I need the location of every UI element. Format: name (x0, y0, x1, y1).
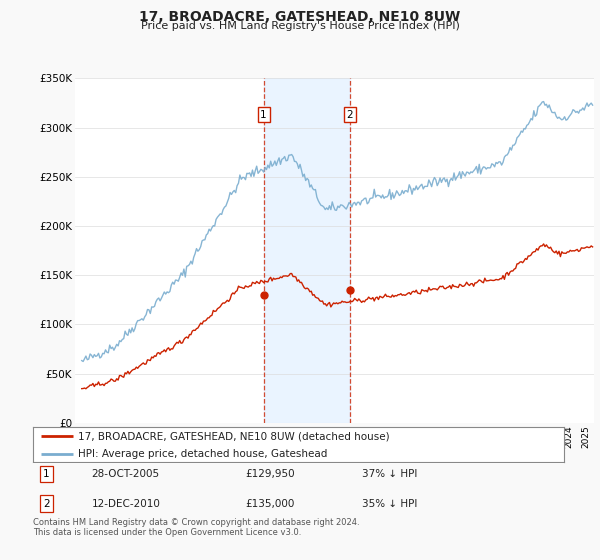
Text: Price paid vs. HM Land Registry's House Price Index (HPI): Price paid vs. HM Land Registry's House … (140, 21, 460, 31)
Text: 37% ↓ HPI: 37% ↓ HPI (362, 469, 418, 479)
Text: 1: 1 (43, 469, 50, 479)
Text: 17, BROADACRE, GATESHEAD, NE10 8UW: 17, BROADACRE, GATESHEAD, NE10 8UW (139, 10, 461, 24)
Text: £135,000: £135,000 (245, 498, 295, 508)
Text: 1: 1 (260, 110, 267, 120)
Text: 35% ↓ HPI: 35% ↓ HPI (362, 498, 418, 508)
Text: 17, BROADACRE, GATESHEAD, NE10 8UW (detached house): 17, BROADACRE, GATESHEAD, NE10 8UW (deta… (78, 431, 390, 441)
Text: £129,950: £129,950 (245, 469, 295, 479)
Text: 2: 2 (43, 498, 50, 508)
Text: 12-DEC-2010: 12-DEC-2010 (91, 498, 160, 508)
Text: 2: 2 (346, 110, 353, 120)
Text: HPI: Average price, detached house, Gateshead: HPI: Average price, detached house, Gate… (78, 449, 328, 459)
Bar (263, 78, 350, 423)
Text: 28-OCT-2005: 28-OCT-2005 (91, 469, 160, 479)
Text: Contains HM Land Registry data © Crown copyright and database right 2024.
This d: Contains HM Land Registry data © Crown c… (33, 518, 359, 538)
